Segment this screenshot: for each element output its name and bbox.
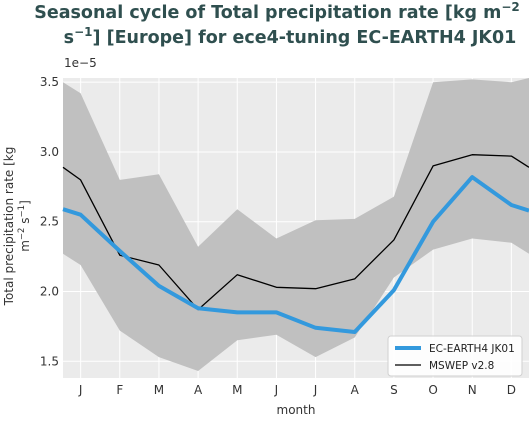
legend-label-mswep: MSWEP v2.8 bbox=[429, 360, 494, 372]
x-tick-label: M bbox=[232, 383, 242, 397]
y-axis-label-line2: m−2 s−1] bbox=[17, 200, 32, 252]
x-tick-label: F bbox=[116, 383, 123, 397]
x-tick-label: O bbox=[428, 383, 437, 397]
x-tick-label: J bbox=[78, 383, 83, 397]
y-tick-labels: 1.5 2.0 2.5 3.0 3.5 bbox=[40, 75, 59, 368]
x-tick-label: A bbox=[351, 383, 360, 397]
y-tick-label: 3.0 bbox=[40, 145, 59, 159]
y-multiplier-label: 1e−5 bbox=[64, 56, 97, 70]
legend-label-ec-earth4: EC-EARTH4 JK01 bbox=[429, 343, 515, 355]
x-tick-label: M bbox=[154, 383, 164, 397]
series-line-0 bbox=[62, 175, 529, 334]
series-lines bbox=[62, 154, 529, 334]
y-tick-label: 3.5 bbox=[40, 75, 59, 89]
chart-title-line1: Seasonal cycle of Total precipitation ra… bbox=[34, 0, 520, 23]
y-axis-label-line1: Total precipitation rate [kg bbox=[2, 147, 16, 307]
x-tick-label: D bbox=[507, 383, 516, 397]
x-tick-label: J bbox=[274, 383, 279, 397]
x-tick-label: A bbox=[194, 383, 203, 397]
x-axis-label: month bbox=[277, 403, 316, 417]
x-tick-label: S bbox=[390, 383, 398, 397]
chart-title-line2: s−1] [Europe] for ece4-tuning EC-EARTH4 … bbox=[64, 25, 517, 48]
x-tick-label: N bbox=[468, 383, 477, 397]
y-axis-label: Total precipitation rate [kg m−2 s−1] bbox=[2, 147, 32, 307]
legend-box bbox=[387, 335, 523, 377]
y-tick-label: 2.0 bbox=[40, 284, 59, 298]
x-tick-label: J bbox=[313, 383, 318, 397]
y-tick-label: 2.5 bbox=[40, 215, 59, 229]
y-tick-label: 1.5 bbox=[40, 354, 59, 368]
legend: EC-EARTH4 JK01 MSWEP v2.8 bbox=[387, 335, 523, 377]
